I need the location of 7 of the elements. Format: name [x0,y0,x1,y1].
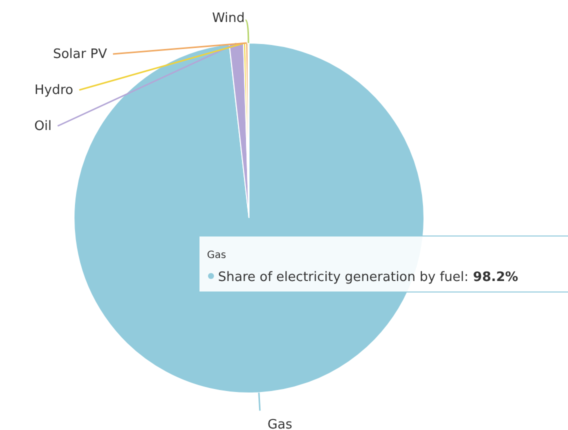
slice-label: Wind [212,11,245,26]
slice-label: Gas [267,418,293,430]
slice-label: Hydro [34,83,74,98]
slice-label: Solar PV [52,47,108,62]
text: Share of electricity generation by fuel: 98.2% [218,270,518,285]
slice-label: Oil [34,119,52,134]
text: Gas [207,250,226,261]
